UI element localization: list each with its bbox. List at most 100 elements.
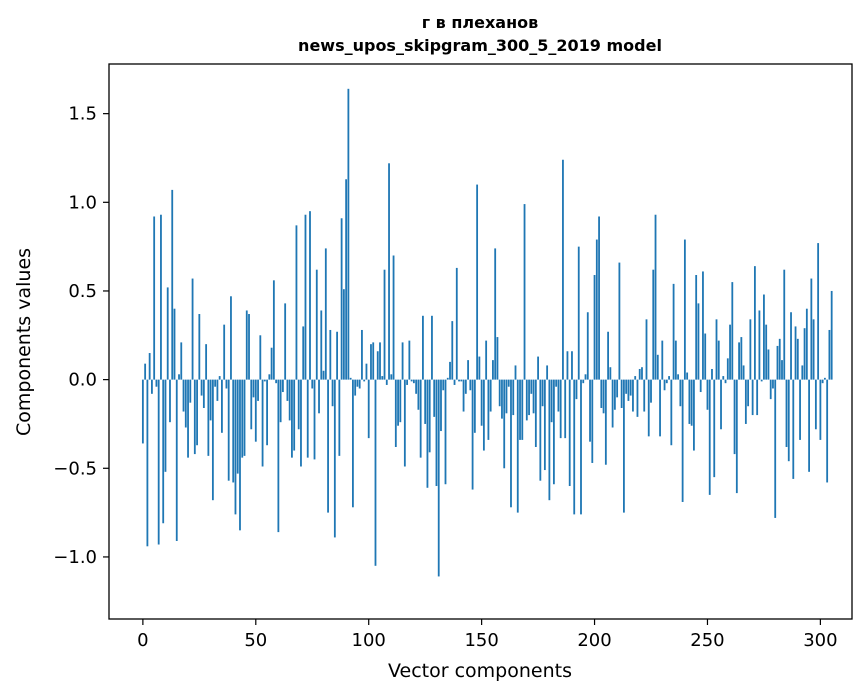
bar-component-106 [381, 376, 384, 380]
bar-component-124 [422, 315, 424, 380]
bar-component-171 [528, 379, 530, 416]
bar-component-104 [376, 351, 379, 380]
bar-component-30 [209, 379, 212, 421]
bar-component-134 [444, 379, 447, 485]
bar-component-157 [496, 337, 499, 380]
bar-component-265 [740, 337, 743, 380]
bar-component-184 [557, 379, 560, 412]
bar-component-211 [618, 262, 621, 380]
x-tick-label: 150 [464, 630, 498, 651]
bar-component-7 [157, 379, 160, 545]
bar-component-118 [408, 340, 411, 380]
bar-component-79 [320, 310, 323, 380]
bar-component-86 [336, 331, 338, 380]
bar-component-70 [300, 379, 302, 467]
bars-group [141, 88, 833, 577]
bar-component-261 [731, 282, 734, 380]
bar-component-220 [638, 368, 641, 380]
bar-component-246 [697, 303, 700, 380]
bar-component-222 [643, 379, 646, 412]
bar-component-114 [399, 379, 402, 423]
bar-component-31 [211, 379, 214, 501]
bar-component-148 [476, 184, 479, 380]
bar-component-5 [153, 216, 156, 380]
bar-component-180 [548, 379, 551, 501]
bar-component-101 [370, 344, 372, 380]
bar-component-255 [717, 340, 720, 380]
bar-component-129 [433, 379, 436, 417]
bar-component-150 [480, 379, 483, 426]
bar-component-154 [489, 379, 492, 412]
bar-component-275 [763, 294, 765, 380]
bar-component-15 [175, 379, 178, 541]
bar-component-247 [699, 379, 702, 393]
bar-component-153 [487, 379, 490, 440]
x-axis-ticks: 0 50 100 150 200 250 300 [137, 619, 838, 651]
bar-component-128 [431, 315, 433, 380]
bar-component-56 [268, 374, 271, 380]
bar-component-302 [824, 377, 826, 380]
bar-component-19 [184, 379, 187, 428]
bar-component-288 [792, 379, 795, 479]
bar-component-94 [354, 379, 357, 396]
x-tick-label: 100 [352, 630, 386, 651]
bar-component-122 [417, 379, 420, 410]
bar-component-269 [749, 319, 752, 380]
bar-component-116 [403, 379, 406, 467]
bar-component-109 [388, 163, 390, 380]
bar-component-219 [636, 379, 639, 417]
bar-component-3 [148, 353, 151, 380]
bar-component-205 [604, 379, 607, 465]
bar-component-1 [144, 363, 147, 380]
bar-component-208 [611, 379, 614, 428]
bar-component-296 [810, 278, 813, 380]
bar-component-259 [726, 358, 729, 380]
bar-component-291 [799, 379, 801, 440]
bar-component-245 [695, 275, 698, 380]
x-tick-label: 0 [137, 630, 148, 651]
bar-component-167 [519, 379, 521, 440]
bar-component-207 [609, 367, 612, 380]
bar-component-133 [442, 379, 445, 391]
bar-component-256 [720, 379, 722, 430]
bar-component-111 [392, 255, 395, 380]
bar-component-117 [406, 379, 409, 385]
bar-component-181 [550, 379, 553, 423]
bar-component-172 [530, 379, 533, 394]
bar-component-282 [778, 338, 781, 380]
bar-component-34 [218, 376, 221, 380]
bar-component-263 [735, 379, 738, 494]
x-tick-label: 250 [690, 630, 724, 651]
bar-component-61 [279, 379, 282, 423]
bar-component-161 [505, 379, 508, 414]
bar-component-170 [525, 379, 528, 421]
bar-component-37 [225, 379, 228, 389]
bar-component-50 [254, 379, 257, 442]
bar-component-266 [742, 365, 745, 380]
bar-component-73 [306, 379, 309, 458]
bar-component-20 [187, 379, 189, 458]
bar-component-17 [180, 342, 183, 380]
bar-component-99 [365, 363, 368, 380]
bar-component-102 [372, 342, 375, 380]
bar-component-93 [352, 379, 354, 508]
bar-component-125 [424, 379, 427, 424]
bar-component-270 [751, 379, 754, 416]
bar-component-77 [315, 269, 318, 380]
bar-component-268 [747, 379, 750, 407]
bar-component-112 [394, 379, 397, 447]
bar-component-62 [281, 379, 284, 393]
bar-component-289 [794, 326, 797, 380]
bar-component-57 [270, 347, 273, 380]
bar-component-138 [453, 379, 456, 385]
bar-component-191 [573, 379, 576, 515]
bar-component-234 [670, 379, 673, 446]
bar-component-203 [600, 379, 603, 408]
bar-component-140 [458, 379, 460, 382]
bar-component-186 [562, 159, 564, 380]
bar-component-6 [155, 379, 158, 387]
bar-component-38 [227, 379, 230, 481]
x-tick-label: 200 [577, 630, 611, 651]
